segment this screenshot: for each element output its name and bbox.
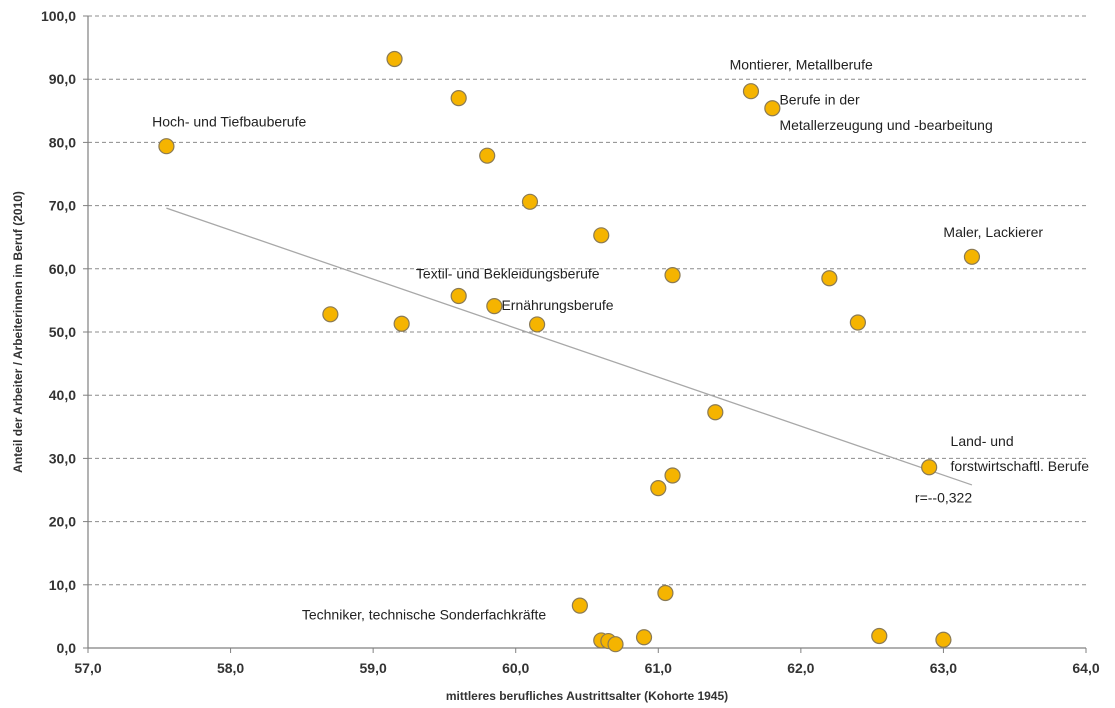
x-tick-label: 61,0 bbox=[645, 660, 672, 676]
data-point bbox=[450, 90, 467, 107]
y-tick-label: 50,0 bbox=[49, 324, 76, 340]
data-point bbox=[607, 636, 624, 653]
data-point bbox=[764, 100, 781, 117]
x-tick-labels: 57,0 58,0 59,0 60,0 61,0 62,0 63,0 64,0 bbox=[74, 660, 1099, 676]
x-tick-label: 62,0 bbox=[787, 660, 814, 676]
x-tick-label: 59,0 bbox=[360, 660, 387, 676]
x-tick-label: 58,0 bbox=[217, 660, 244, 676]
y-tick-label: 80,0 bbox=[49, 134, 76, 150]
data-point bbox=[921, 459, 938, 476]
annotation-label: Techniker, technische Sonderfachkräfte bbox=[302, 607, 547, 623]
y-tick-label: 60,0 bbox=[49, 261, 76, 277]
annotation-label: Metallerzeugung und -bearbeitung bbox=[779, 117, 992, 133]
axes bbox=[87, 16, 1086, 649]
data-point bbox=[479, 147, 496, 164]
data-point bbox=[521, 193, 539, 210]
data-point bbox=[593, 227, 610, 244]
data-point bbox=[571, 597, 588, 614]
x-tick-label: 63,0 bbox=[930, 660, 957, 676]
data-point bbox=[664, 467, 681, 484]
data-point bbox=[158, 138, 175, 155]
y-tick-label: 10,0 bbox=[49, 577, 76, 593]
x-axis-title: mittleres berufliches Austrittsalter (Ko… bbox=[446, 689, 728, 703]
y-tick-label: 90,0 bbox=[49, 71, 76, 87]
y-axis-title: Anteil der Arbeiter / Arbeiterinnen im B… bbox=[11, 191, 25, 473]
x-tick-label: 64,0 bbox=[1072, 660, 1099, 676]
data-point bbox=[486, 297, 503, 315]
data-point bbox=[742, 83, 760, 100]
gridlines bbox=[83, 15, 1087, 653]
data-point bbox=[963, 248, 981, 265]
data-point bbox=[935, 631, 952, 648]
annotation-label: Berufe in der bbox=[779, 91, 859, 107]
data-point bbox=[450, 287, 467, 305]
data-point bbox=[322, 306, 339, 323]
annotation-label: Land- und bbox=[951, 433, 1014, 449]
annotations: Hoch- und Tiefbauberufe Montierer, Metall… bbox=[152, 57, 1089, 623]
data-point bbox=[871, 627, 888, 645]
trendline bbox=[166, 207, 973, 486]
x-tick-label: 60,0 bbox=[502, 660, 529, 676]
data-points bbox=[158, 50, 981, 653]
y-tick-labels: 0,0 10,0 20,0 30,0 40,0 50,0 60,0 70,0 80,0 90,0 1… bbox=[41, 8, 76, 656]
data-point bbox=[528, 316, 546, 333]
y-tick-label: 40,0 bbox=[49, 387, 76, 403]
y-tick-label: 20,0 bbox=[49, 514, 76, 530]
annotation-label: r=--0,322 bbox=[915, 490, 972, 506]
data-point bbox=[657, 584, 674, 602]
data-point bbox=[635, 629, 653, 646]
data-point bbox=[664, 267, 681, 284]
annotation-label: Maler, Lackierer bbox=[943, 224, 1043, 240]
data-point bbox=[386, 50, 403, 68]
data-point bbox=[821, 270, 838, 287]
x-tick-label: 57,0 bbox=[74, 660, 101, 676]
y-tick-label: 70,0 bbox=[49, 198, 76, 214]
annotation-label: Textil- und Bekleidungsberufe bbox=[416, 265, 600, 281]
annotation-label: Hoch- und Tiefbauberufe bbox=[152, 114, 306, 130]
y-tick-label: 30,0 bbox=[49, 450, 76, 466]
data-point bbox=[707, 404, 724, 421]
trendline-group bbox=[166, 207, 973, 486]
annotation-label: Montierer, Metallberufe bbox=[730, 57, 873, 73]
y-tick-label: 100,0 bbox=[41, 8, 76, 24]
data-point bbox=[849, 314, 866, 331]
annotation-label: forstwirtschaftl. Berufe bbox=[951, 458, 1090, 474]
data-point bbox=[650, 480, 667, 497]
y-tick-label: 0,0 bbox=[57, 640, 77, 656]
annotation-label: Ernährungsberufe bbox=[501, 297, 613, 313]
data-point bbox=[393, 315, 410, 332]
